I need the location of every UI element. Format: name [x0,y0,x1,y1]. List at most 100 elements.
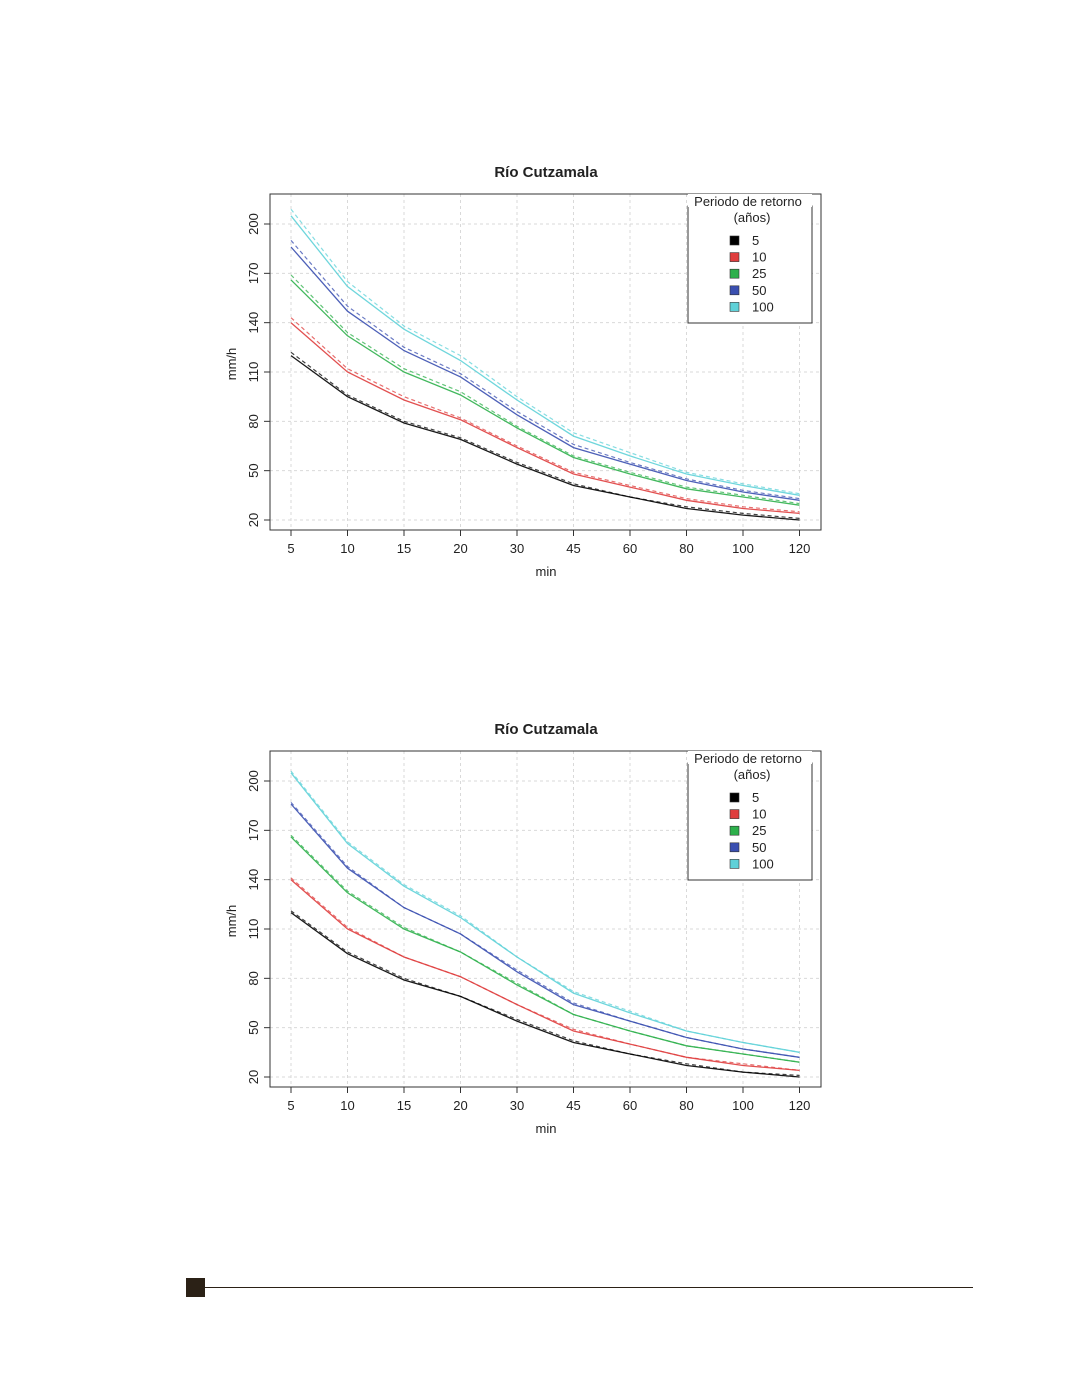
x-tick-label: 10 [340,1098,354,1113]
series-10-line [290,322,800,515]
series-25-line [290,279,800,506]
legend-swatch-50 [729,285,740,296]
legend-swatch-5 [729,235,740,246]
y-tick-label: 20 [246,513,261,527]
x-tick-label: 45 [566,541,580,556]
series-10-dashed-line [290,317,800,513]
legend-title-line-1: Periodo de retorno [694,194,802,209]
legend-label-25: 25 [752,266,766,281]
legend-label-10: 10 [752,807,766,822]
legend-swatch-25 [729,268,740,279]
legend-label-10: 10 [752,250,766,265]
y-tick-label: 80 [246,971,261,985]
series-50-line [290,803,800,1058]
legend-swatch-50 [729,842,740,853]
plot-border [269,193,822,531]
series-5-dashed-line [290,351,800,519]
legend-label-100: 100 [752,856,774,871]
y-tick-label: 200 [246,770,261,792]
series-100-line [290,772,800,1053]
legend-label-50: 50 [752,840,766,855]
chart-2-svg: Río Cutzamala 5 10 15 20 30 45 60 80 100 120 20 50 80… [224,721,822,1136]
x-tick-label: 10 [340,541,354,556]
x-tick-label: 120 [789,1098,811,1113]
series-100-dashed-line [290,208,800,495]
legend-title-backing [688,751,812,764]
y-tick-label: 110 [246,919,261,940]
series-100 [290,770,800,1053]
x-axis-label: min [536,564,557,579]
y-tick-label: 140 [246,869,261,891]
legend-box [687,205,813,324]
chart-title: Río Cutzamala [494,721,598,738]
series-25-line [290,836,800,1063]
y-tick-label: 170 [246,819,261,841]
idf-chart-1: Río Cutzamala 5 10 15 20 30 45 60 80 100 120 20 50 80… [0,150,1071,620]
legend-swatch-25 [729,825,740,836]
series-100-line [290,215,800,496]
x-tick-label: 15 [397,541,411,556]
chart-1-svg: Río Cutzamala 5 10 15 20 30 45 60 80 100 120 20 50 80… [224,164,822,579]
legend-label-25: 25 [752,823,766,838]
legend-label-100: 100 [752,299,774,314]
series-25 [290,834,800,1063]
x-tick-label: 60 [623,541,637,556]
y-tick-label: 50 [246,1020,261,1034]
idf-chart-2: Río Cutzamala 5 10 15 20 30 45 60 80 100 120 20 50 80… [0,707,1071,1177]
x-tick-label: 120 [789,541,811,556]
y-axis-label: mm/h [224,905,239,938]
plot-border [269,750,822,1088]
series-5-line [290,912,800,1078]
y-tick-label: 200 [246,213,261,235]
footer-rule [205,1287,973,1288]
y-tick-label: 20 [246,1070,261,1084]
y-tick-label: 170 [246,262,261,284]
y-tick-label: 140 [246,312,261,334]
chart-title: Río Cutzamala [494,164,598,181]
y-tick-label: 50 [246,463,261,477]
series-10-line [290,879,800,1072]
series-100 [290,208,800,496]
series-10-dashed-line [290,877,800,1071]
legend-swatch-10 [729,252,740,262]
series-5-dashed-line [290,910,800,1076]
legend-label-5: 5 [752,790,759,805]
series-10 [290,877,800,1072]
x-tick-label: 15 [397,1098,411,1113]
series-25 [290,274,800,506]
legend-title-line-1: Periodo de retorno [694,751,802,766]
x-tick-label: 100 [732,1098,754,1113]
series-50 [290,240,800,501]
series-10 [290,317,800,515]
legend-label-5: 5 [752,233,759,248]
x-tick-label: 60 [623,1098,637,1113]
y-tick-label: 80 [246,414,261,428]
legend-title-line-2: (años) [734,210,771,225]
series-50-line [290,246,800,501]
series-5 [290,351,800,521]
y-axis-label: mm/h [224,348,239,381]
series-5 [290,910,800,1078]
x-tick-label: 30 [510,1098,524,1113]
footer-square-mark [186,1278,205,1297]
x-tick-label: 20 [453,541,467,556]
x-axis-label: min [536,1121,557,1136]
y-tick-label: 110 [246,362,261,383]
legend-box [687,762,813,881]
x-tick-label: 80 [679,541,693,556]
legend-swatch-100 [729,302,740,312]
x-tick-label: 30 [510,541,524,556]
x-tick-label: 20 [453,1098,467,1113]
x-tick-label: 5 [287,541,294,556]
legend-title-line-2: (años) [734,767,771,782]
series-5-line [290,355,800,521]
x-tick-label: 5 [287,1098,294,1113]
series-50 [290,802,800,1058]
legend-swatch-100 [729,859,740,869]
legend-swatch-10 [729,809,740,819]
legend-swatch-5 [729,792,740,803]
series-25-dashed-line [290,274,800,505]
legend-title-backing [688,194,812,207]
